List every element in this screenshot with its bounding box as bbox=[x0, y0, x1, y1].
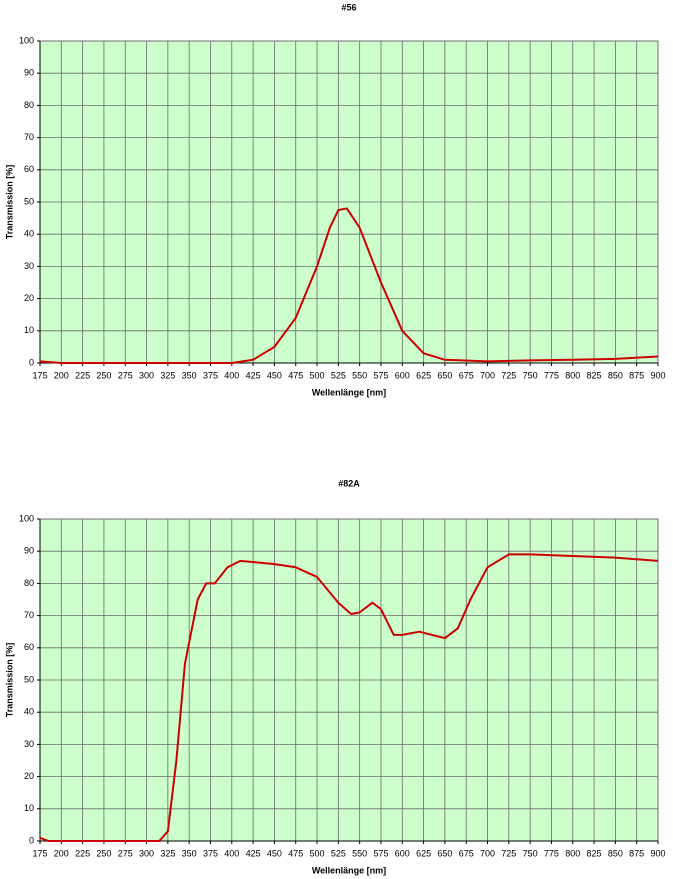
x-tick-label: 625 bbox=[416, 848, 431, 858]
x-tick-label: 825 bbox=[587, 848, 602, 858]
y-tick-label: 60 bbox=[24, 164, 34, 174]
x-tick-label: 200 bbox=[54, 370, 69, 380]
x-tick-label: 400 bbox=[224, 370, 239, 380]
x-tick-label: 400 bbox=[224, 848, 239, 858]
y-tick-label: 70 bbox=[24, 610, 34, 620]
x-tick-label: 825 bbox=[587, 370, 602, 380]
x-tick-label: 475 bbox=[288, 370, 303, 380]
x-tick-label: 625 bbox=[416, 370, 431, 380]
x-tick-label: 875 bbox=[629, 370, 644, 380]
x-axis-label: Wellenlänge [nm] bbox=[312, 865, 386, 875]
x-tick-label: 600 bbox=[395, 848, 410, 858]
x-tick-label: 475 bbox=[288, 848, 303, 858]
y-tick-label: 90 bbox=[24, 546, 34, 556]
y-tick-label: 20 bbox=[24, 771, 34, 781]
x-tick-label: 550 bbox=[352, 848, 367, 858]
data-line bbox=[39, 553, 659, 842]
x-tick-label: 775 bbox=[544, 848, 559, 858]
x-tick-label: 500 bbox=[310, 370, 325, 380]
y-tick-label: 100 bbox=[19, 513, 34, 523]
x-tick-label: 350 bbox=[182, 848, 197, 858]
x-tick-label: 850 bbox=[608, 370, 623, 380]
y-tick-label: 50 bbox=[24, 196, 34, 206]
y-tick-label: 0 bbox=[29, 835, 34, 845]
x-tick-label: 175 bbox=[32, 848, 47, 858]
x-tick-label: 875 bbox=[629, 848, 644, 858]
y-tick-label: 40 bbox=[24, 707, 34, 717]
y-tick-label: 70 bbox=[24, 132, 34, 142]
x-tick-label: 250 bbox=[96, 848, 111, 858]
y-tick-label: 10 bbox=[24, 803, 34, 813]
x-tick-label: 200 bbox=[54, 848, 69, 858]
y-tick-label: 100 bbox=[19, 35, 34, 45]
x-tick-label: 800 bbox=[565, 370, 580, 380]
x-tick-label: 900 bbox=[650, 848, 665, 858]
x-tick-label: 700 bbox=[480, 848, 495, 858]
x-tick-label: 275 bbox=[118, 848, 133, 858]
x-tick-label: 225 bbox=[75, 848, 90, 858]
x-tick-label: 850 bbox=[608, 848, 623, 858]
x-tick-label: 500 bbox=[310, 848, 325, 858]
x-tick-label: 450 bbox=[267, 370, 282, 380]
y-tick-label: 20 bbox=[24, 293, 34, 303]
x-tick-label: 675 bbox=[459, 848, 474, 858]
x-tick-label: 725 bbox=[501, 370, 516, 380]
chart-title: #56 bbox=[341, 2, 356, 12]
x-tick-label: 600 bbox=[395, 370, 410, 380]
x-tick-label: 350 bbox=[182, 370, 197, 380]
x-tick-label: 700 bbox=[480, 370, 495, 380]
x-tick-label: 375 bbox=[203, 848, 218, 858]
x-tick-label: 650 bbox=[437, 848, 452, 858]
x-tick-label: 900 bbox=[650, 370, 665, 380]
x-tick-label: 750 bbox=[523, 370, 538, 380]
y-tick-label: 30 bbox=[24, 739, 34, 749]
y-tick-label: 40 bbox=[24, 229, 34, 239]
y-axis-label: Transmission [%] bbox=[4, 165, 14, 240]
y-tick-label: 80 bbox=[24, 100, 34, 110]
x-tick-label: 750 bbox=[523, 848, 538, 858]
x-tick-label: 325 bbox=[160, 370, 175, 380]
x-tick-label: 525 bbox=[331, 848, 346, 858]
x-axis-label: Wellenlänge [nm] bbox=[312, 387, 386, 397]
x-tick-label: 650 bbox=[437, 370, 452, 380]
y-tick-label: 90 bbox=[24, 68, 34, 78]
x-tick-label: 425 bbox=[246, 370, 261, 380]
y-tick-label: 10 bbox=[24, 325, 34, 335]
x-tick-label: 325 bbox=[160, 848, 175, 858]
x-tick-label: 450 bbox=[267, 848, 282, 858]
y-tick-label: 0 bbox=[29, 357, 34, 367]
x-tick-label: 225 bbox=[75, 370, 90, 380]
y-tick-label: 50 bbox=[24, 674, 34, 684]
x-tick-label: 575 bbox=[373, 370, 388, 380]
x-tick-label: 250 bbox=[96, 370, 111, 380]
x-tick-label: 425 bbox=[246, 848, 261, 858]
chart-title: #82A bbox=[338, 478, 360, 488]
y-tick-label: 60 bbox=[24, 642, 34, 652]
x-tick-label: 375 bbox=[203, 370, 218, 380]
x-tick-label: 675 bbox=[459, 370, 474, 380]
x-tick-label: 275 bbox=[118, 370, 133, 380]
y-axis-label: Transmission [%] bbox=[4, 643, 14, 718]
x-tick-label: 300 bbox=[139, 848, 154, 858]
x-tick-label: 300 bbox=[139, 370, 154, 380]
x-tick-label: 775 bbox=[544, 370, 559, 380]
x-tick-label: 550 bbox=[352, 370, 367, 380]
x-tick-label: 525 bbox=[331, 370, 346, 380]
y-tick-label: 30 bbox=[24, 261, 34, 271]
data-line bbox=[39, 207, 659, 364]
x-tick-label: 575 bbox=[373, 848, 388, 858]
y-tick-label: 80 bbox=[24, 578, 34, 588]
x-tick-label: 725 bbox=[501, 848, 516, 858]
x-tick-label: 175 bbox=[32, 370, 47, 380]
x-tick-label: 800 bbox=[565, 848, 580, 858]
